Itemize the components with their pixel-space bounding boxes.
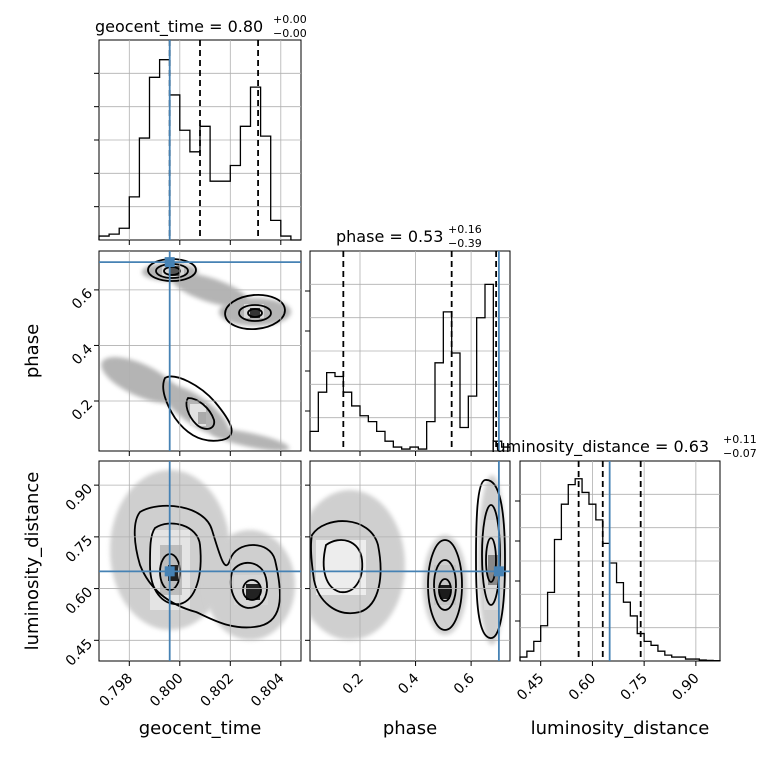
title-geocent-time-plus: +0.00: [273, 13, 307, 26]
x-tick-label: 0.45: [514, 671, 547, 704]
x-tick-label: 0.75: [618, 671, 651, 704]
x-axis-label-phase: phase: [383, 718, 437, 739]
title-phase-minus: −0.39: [448, 237, 482, 250]
y-tick-label: 0.75: [63, 533, 96, 566]
x-tick-label: 0.798: [96, 671, 136, 711]
y-tick-label: 0.2: [69, 397, 96, 424]
y-axis-label-phase: phase: [22, 324, 43, 378]
title-luminosity-distance-minus: −0.07: [723, 447, 757, 460]
x-tick-label: 0.90: [669, 671, 702, 704]
title-luminosity-distance-plus: +0.11: [723, 433, 757, 446]
title-geocent-time: geocent_time = 0.80: [95, 17, 263, 37]
panel-frame-phase-vs-geocent: [98, 250, 302, 452]
x-tick-label: 0.804: [248, 670, 288, 710]
truth-lines-layer: [99, 40, 611, 661]
x-tick-label: 0.2: [340, 671, 367, 698]
density-contours: [310, 479, 506, 639]
truth-marker: [164, 566, 175, 577]
y-tick-label: 0.6: [69, 286, 96, 313]
x-tick-label: 0.60: [566, 671, 599, 704]
x-tick-label: 0.802: [197, 671, 237, 711]
density-phase-vs-geocent: [101, 258, 291, 451]
x-tick-label: 0.4: [395, 670, 422, 697]
samples-scatter: [101, 263, 291, 451]
y-tick-label: 0.90: [63, 481, 96, 514]
x-axis-label-luminosity-distance: luminosity_distance: [531, 718, 710, 739]
histogram-layer: [98, 59, 721, 662]
panel-frame-distance-vs-geocent: [98, 460, 302, 662]
density-distance-vs-geocent: [110, 470, 295, 640]
density-distance-vs-phase: [310, 475, 506, 645]
histogram-phase: [309, 283, 511, 451]
x-tick-label: 0.6: [451, 670, 478, 697]
y-tick-label: 0.60: [63, 584, 96, 617]
title-phase-plus: +0.16: [448, 223, 482, 236]
histogram-geocent-time: [98, 59, 301, 241]
title-luminosity-distance: luminosity_distance = 0.63: [491, 437, 709, 457]
histogram-luminosity-distance: [519, 478, 721, 662]
title-phase: phase = 0.53: [336, 227, 443, 246]
y-tick-label: 0.45: [63, 636, 96, 669]
y-tick-label: 0.4: [69, 341, 96, 368]
y-axis-label-luminosity-distance: luminosity_distance: [22, 472, 43, 651]
x-axis-label-geocent-time: geocent_time: [139, 718, 262, 739]
truth-marker: [493, 566, 504, 577]
title-geocent-time-minus: −0.00: [273, 27, 307, 40]
x-tick-label: 0.800: [147, 671, 187, 711]
truth-marker: [164, 257, 175, 268]
